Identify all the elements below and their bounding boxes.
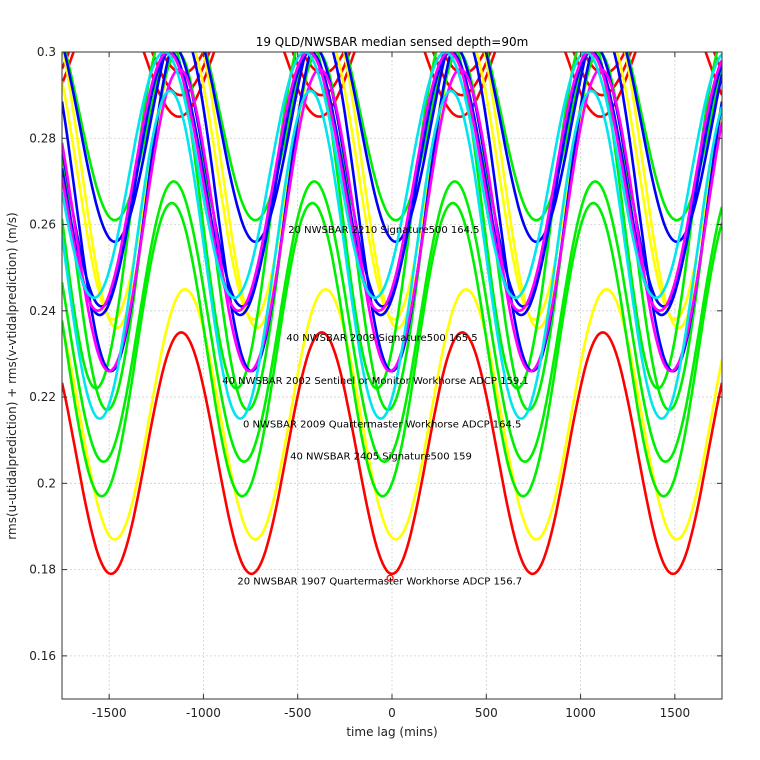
y-tick-label: 0.16 xyxy=(29,649,56,663)
series-line-8 xyxy=(62,180,722,464)
x-tick-label: 1500 xyxy=(660,706,691,720)
y-tick-label: 0.24 xyxy=(29,304,56,318)
y-tick-label: 0.2 xyxy=(37,476,56,490)
series-line-17 xyxy=(62,52,722,313)
annotations: 20 NWSBAR 2210 Signature500 164.5 40 NWSB… xyxy=(222,225,528,588)
annotation-label: 40 NWSBAR 2405 Signature500 159 xyxy=(290,452,472,463)
y-tick-label: 0.26 xyxy=(29,218,56,232)
series-line-4 xyxy=(62,287,722,541)
series-line-6 xyxy=(62,52,722,330)
x-tick-label: -1500 xyxy=(92,706,127,720)
series-line-0 xyxy=(62,331,722,576)
x-tick-label: -500 xyxy=(284,706,311,720)
x-axis: -1500 -1000 -500 0 500 1000 1500 xyxy=(92,52,690,720)
annotation-label: 20 NWSBAR 1907 Quartermaster Workhorse A… xyxy=(237,577,522,588)
y-axis-label: rms(u-utidalprediction) + rms(v-vtidalpr… xyxy=(5,212,19,539)
x-tick-label: 1000 xyxy=(565,706,596,720)
annotation-label: 40 NWSBAR 2009 Signature500 165.5 xyxy=(286,333,477,344)
y-tick-label: 0.28 xyxy=(29,131,56,145)
x-tick-label: 0 xyxy=(388,706,396,720)
y-tick-label: 0.18 xyxy=(29,563,56,577)
chart-title: 19 QLD/NWSBAR median sensed depth=90m xyxy=(256,35,529,49)
x-tick-label: 500 xyxy=(475,706,498,720)
series-line-10 xyxy=(64,52,722,222)
series-layer xyxy=(62,52,722,576)
series-line-18 xyxy=(62,89,722,420)
y-tick-label: 0.22 xyxy=(29,390,56,404)
series-line-16 xyxy=(62,68,722,373)
y-tick-label: 0.3 xyxy=(37,45,56,59)
y-axis: 0.16 0.18 0.2 0.22 0.24 0.26 0.28 0.3 xyxy=(29,45,722,663)
series-line-3 xyxy=(62,52,627,75)
series-line-13 xyxy=(63,52,722,244)
series-line-7 xyxy=(62,201,722,498)
series-line-5 xyxy=(62,52,722,321)
series-line-19 xyxy=(62,52,722,300)
x-axis-label: time lag (mins) xyxy=(346,725,437,739)
data-marker xyxy=(386,574,394,582)
annotation-label: 20 NWSBAR 2210 Signature500 164.5 xyxy=(288,225,479,236)
x-tick-label: -1000 xyxy=(186,706,221,720)
annotation-label: 0 NWSBAR 2009 Quartermaster Workhorse AD… xyxy=(243,419,521,430)
annotation-label: 40 NWSBAR 2002 Sentinel or Monitor Workh… xyxy=(222,376,528,387)
